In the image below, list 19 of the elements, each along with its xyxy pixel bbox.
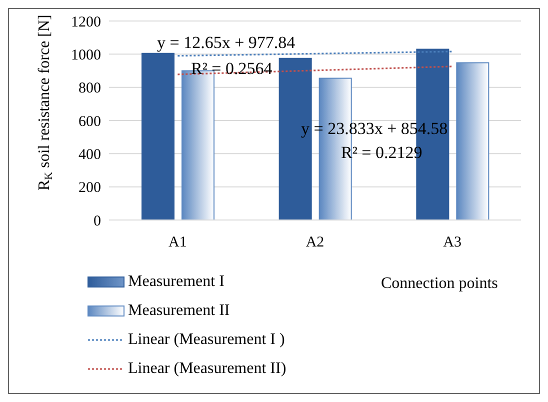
x-axis-title: Connection points bbox=[381, 275, 498, 293]
y-tick-label: 600 bbox=[78, 114, 101, 130]
legend-label: Linear (Measurement II) bbox=[128, 359, 286, 379]
bar bbox=[142, 52, 174, 220]
y-tick-label: 200 bbox=[78, 180, 101, 196]
y-tick-label: 400 bbox=[78, 146, 101, 163]
legend-label: Measurement I bbox=[128, 272, 224, 292]
annotation: y = 12.65x + 977.84 bbox=[157, 33, 296, 53]
y-tick-label: 1200 bbox=[71, 14, 101, 30]
y-tick-label: 1000 bbox=[71, 47, 101, 64]
y-tick-label: 0 bbox=[94, 213, 101, 230]
bar bbox=[278, 58, 312, 220]
y-tick-label: 800 bbox=[78, 80, 101, 97]
bar bbox=[456, 62, 490, 220]
x-tick-label: A1 bbox=[168, 234, 187, 251]
legend-label: Linear (Measurement I ) bbox=[128, 330, 285, 350]
legend-label: Measurement II bbox=[128, 301, 230, 321]
x-tick-label: A3 bbox=[443, 234, 462, 251]
x-tick-label: A2 bbox=[306, 234, 324, 251]
